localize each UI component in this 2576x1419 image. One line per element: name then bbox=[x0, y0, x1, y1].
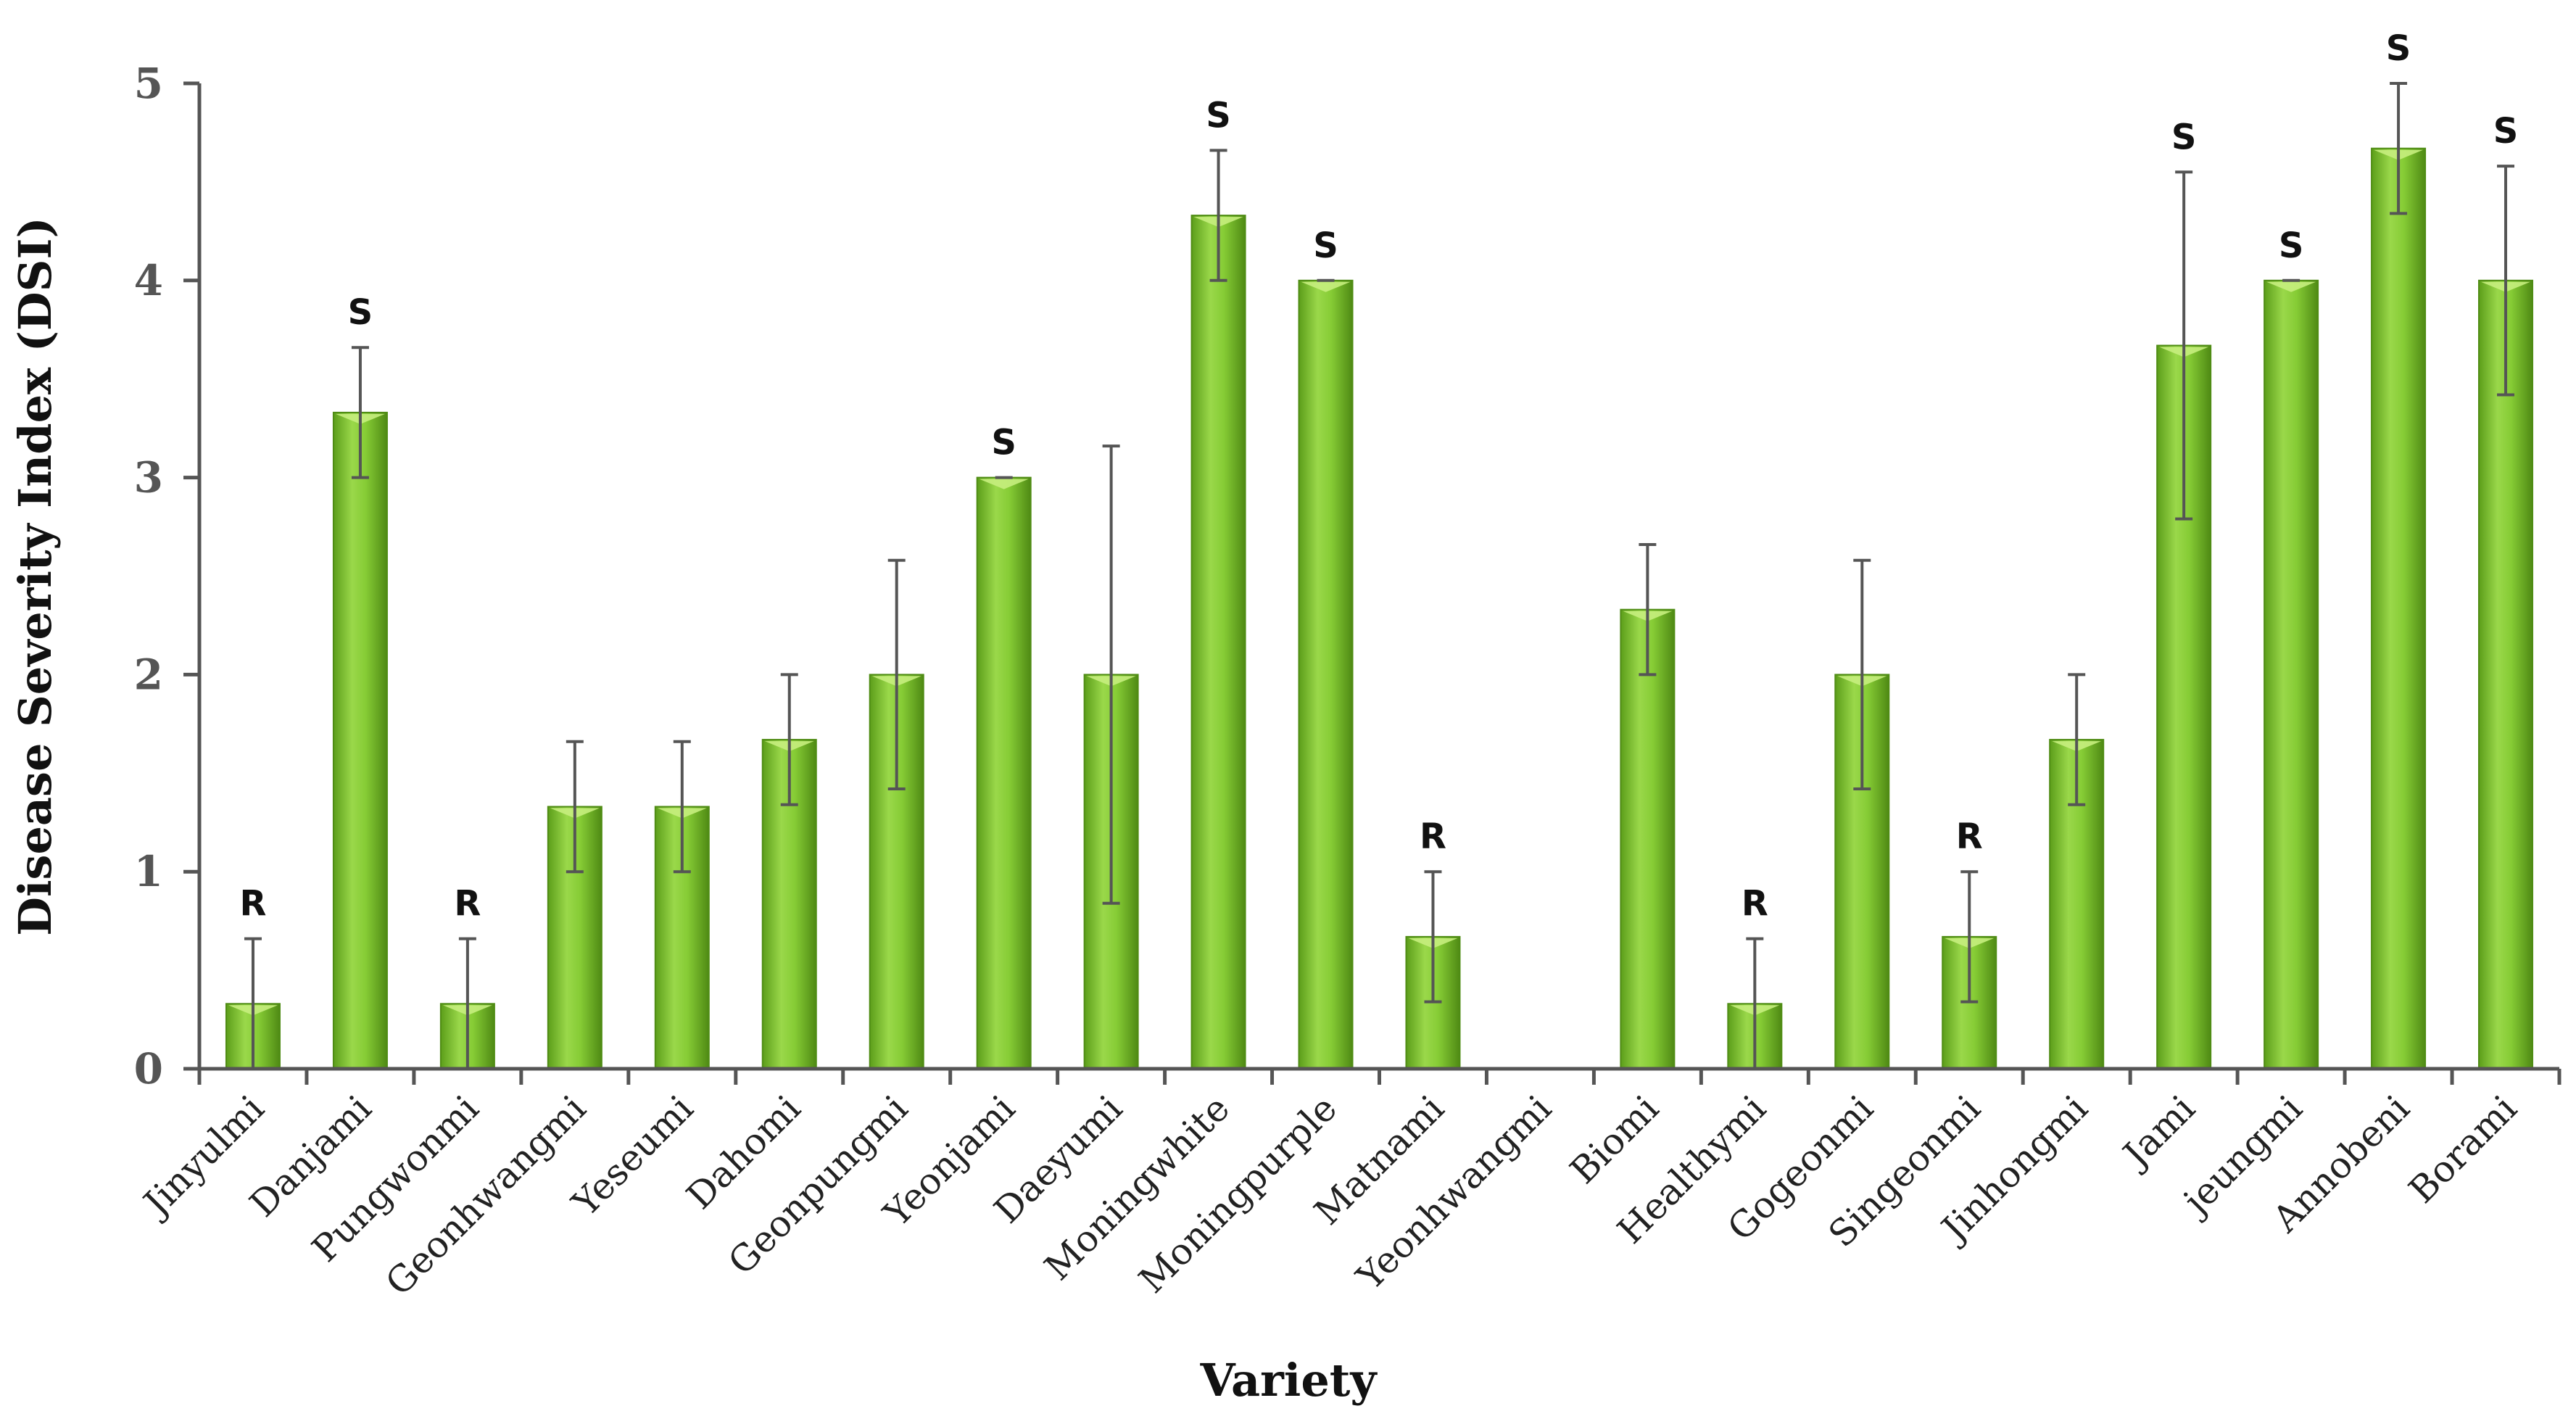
significance-label: R bbox=[1420, 816, 1446, 857]
significance-label: S bbox=[2279, 226, 2304, 266]
bar bbox=[2371, 147, 2427, 1070]
bar-highlight bbox=[2266, 281, 2316, 292]
bar bbox=[1190, 215, 1246, 1070]
x-tick-label: Yeonhwangmi bbox=[1349, 1087, 1560, 1298]
x-tick-label: Moningpurple bbox=[1131, 1087, 1345, 1301]
bar bbox=[1298, 279, 1354, 1070]
significance-label: R bbox=[1956, 816, 1983, 857]
x-tick-label: Borami bbox=[2401, 1087, 2525, 1211]
significance-label: R bbox=[1742, 884, 1768, 924]
y-axis-title: Disease Severity Index (DSI) bbox=[9, 217, 62, 936]
bar bbox=[2156, 344, 2212, 1070]
x-tick-label: Biomi bbox=[1562, 1087, 1666, 1191]
significance-label: S bbox=[991, 423, 1016, 463]
significance-label: S bbox=[2171, 117, 2197, 157]
bar-highlight bbox=[979, 479, 1029, 489]
bar bbox=[2264, 279, 2319, 1070]
x-tick-label: Jami bbox=[2113, 1087, 2203, 1178]
y-tick-label: 3 bbox=[134, 453, 163, 502]
y-tick-label: 5 bbox=[134, 59, 163, 108]
bar bbox=[2478, 279, 2534, 1070]
significance-label: S bbox=[1206, 95, 1231, 136]
significance-label: S bbox=[2386, 28, 2411, 69]
bar bbox=[332, 411, 388, 1070]
y-tick-label: 1 bbox=[134, 847, 163, 896]
significance-label: S bbox=[2493, 111, 2519, 152]
y-tick-label: 4 bbox=[134, 256, 163, 305]
bar bbox=[1620, 608, 1676, 1070]
bar-highlight bbox=[1301, 281, 1351, 292]
bar bbox=[976, 476, 1032, 1070]
significance-label: R bbox=[239, 884, 266, 924]
significance-label: R bbox=[454, 884, 481, 924]
significance-label: S bbox=[1313, 226, 1338, 266]
x-tick-label: Geonhwangmi bbox=[378, 1087, 595, 1304]
x-axis-title: Variety bbox=[1200, 1354, 1378, 1407]
x-tick-label: Moningwhite bbox=[1037, 1087, 1238, 1288]
significance-label: S bbox=[348, 292, 373, 333]
y-tick-label: 2 bbox=[134, 650, 163, 699]
y-tick-label: 0 bbox=[134, 1044, 163, 1093]
plot-area: 012345RJinyulmiSDanjamiRPungwonmiGeonhwa… bbox=[133, 28, 2561, 1304]
